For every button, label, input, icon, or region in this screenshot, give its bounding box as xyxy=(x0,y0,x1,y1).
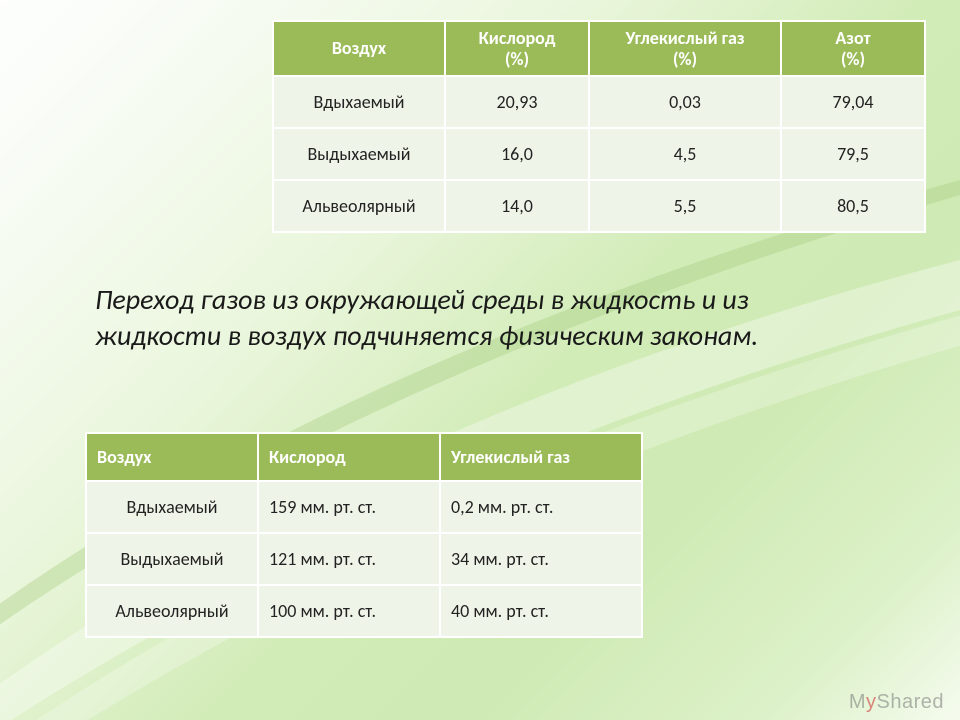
cell: 4,5 xyxy=(589,128,781,180)
cell: Выдыхаемый xyxy=(273,128,445,180)
cell: 79,04 xyxy=(781,76,925,128)
cell: 20,93 xyxy=(445,76,589,128)
col-air: Воздух xyxy=(86,433,258,481)
cell: 121 мм. рт. ст. xyxy=(258,533,440,585)
air-pressure-table: Воздух Кислород Углекислый газ Вдыхаемый… xyxy=(85,432,643,638)
table-header-row: Воздух Кислород Углекислый газ xyxy=(86,433,642,481)
table-row: Альвеолярный 100 мм. рт. ст. 40 мм. рт. … xyxy=(86,585,642,637)
cell: Выдыхаемый xyxy=(86,533,258,585)
cell: 80,5 xyxy=(781,180,925,232)
brand-tail: Shared xyxy=(877,691,945,713)
cell: 5,5 xyxy=(589,180,781,232)
cell: 159 мм. рт. ст. xyxy=(258,481,440,533)
cell: Альвеолярный xyxy=(273,180,445,232)
footer-brand: MyShared xyxy=(849,691,944,714)
cell: 16,0 xyxy=(445,128,589,180)
col-air: Воздух xyxy=(273,21,445,76)
table-row: Альвеолярный 14,0 5,5 80,5 xyxy=(273,180,925,232)
brand-y: y xyxy=(866,691,877,713)
cell: Вдыхаемый xyxy=(273,76,445,128)
air-composition-table: Воздух Кислород(%) Углекислый газ(%) Азо… xyxy=(272,20,926,233)
brand-m: M xyxy=(849,691,866,713)
cell: 34 мм. рт. ст. xyxy=(440,533,642,585)
table-header-row: Воздух Кислород(%) Углекислый газ(%) Азо… xyxy=(273,21,925,76)
slide-background: Воздух Кислород(%) Углекислый газ(%) Азо… xyxy=(0,0,960,720)
col-nitrogen: Азот(%) xyxy=(781,21,925,76)
cell: 40 мм. рт. ст. xyxy=(440,585,642,637)
cell: Вдыхаемый xyxy=(86,481,258,533)
table-row: Вдыхаемый 159 мм. рт. ст. 0,2 мм. рт. ст… xyxy=(86,481,642,533)
cell: 14,0 xyxy=(445,180,589,232)
cell: 0,03 xyxy=(589,76,781,128)
table-row: Выдыхаемый 121 мм. рт. ст. 34 мм. рт. ст… xyxy=(86,533,642,585)
cell: 0,2 мм. рт. ст. xyxy=(440,481,642,533)
cell: 79,5 xyxy=(781,128,925,180)
col-oxygen: Кислород(%) xyxy=(445,21,589,76)
cell: Альвеолярный xyxy=(86,585,258,637)
paragraph-text: Переход газов из окружающей среды в жидк… xyxy=(95,282,835,355)
cell: 100 мм. рт. ст. xyxy=(258,585,440,637)
col-oxygen: Кислород xyxy=(258,433,440,481)
table-row: Вдыхаемый 20,93 0,03 79,04 xyxy=(273,76,925,128)
table-row: Выдыхаемый 16,0 4,5 79,5 xyxy=(273,128,925,180)
col-co2: Углекислый газ(%) xyxy=(589,21,781,76)
col-co2: Углекислый газ xyxy=(440,433,642,481)
